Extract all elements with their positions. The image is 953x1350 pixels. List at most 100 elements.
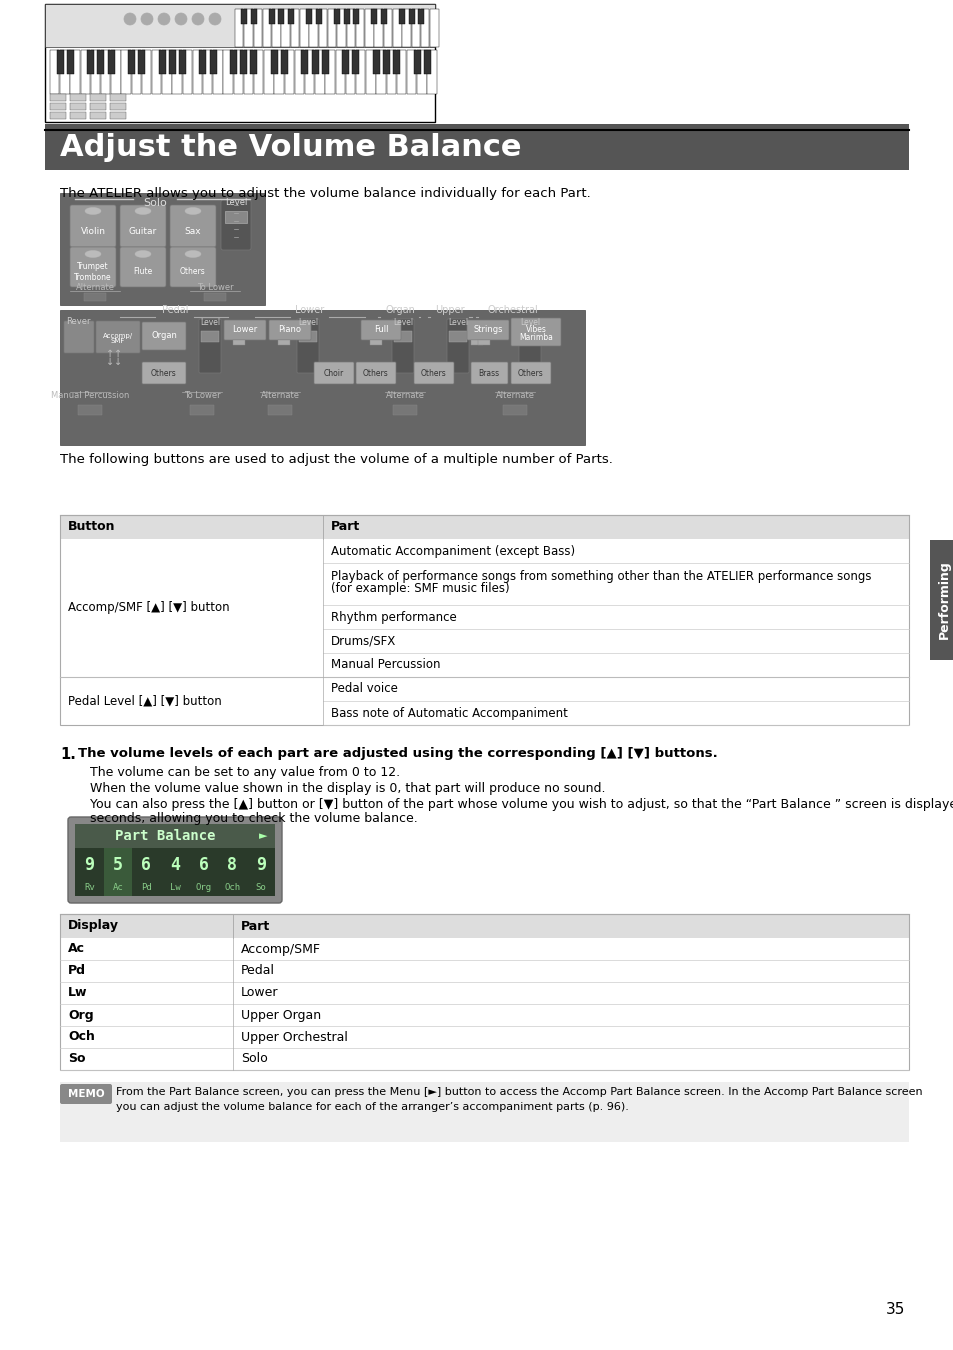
Bar <box>50 95 66 101</box>
Bar <box>929 540 953 660</box>
Bar <box>416 50 426 94</box>
FancyBboxPatch shape <box>199 319 221 373</box>
Bar <box>346 9 355 47</box>
Bar <box>284 50 294 94</box>
Bar <box>60 1026 908 1048</box>
Bar <box>60 960 908 981</box>
Text: seconds, allowing you to check the volume balance.: seconds, allowing you to check the volum… <box>90 811 417 825</box>
Bar <box>412 9 419 47</box>
Bar <box>45 124 908 170</box>
Bar <box>334 9 340 24</box>
Text: Vibes: Vibes <box>525 324 546 333</box>
Text: Level: Level <box>225 198 247 207</box>
Bar <box>60 605 908 629</box>
Bar <box>70 112 86 119</box>
Text: Accomp/SMF: Accomp/SMF <box>241 942 320 956</box>
Bar <box>60 193 265 305</box>
Bar <box>423 50 431 74</box>
Bar <box>430 9 438 47</box>
Text: Alternate: Alternate <box>495 392 534 400</box>
Bar <box>366 50 375 94</box>
Text: Upper Orchestral: Upper Orchestral <box>241 1030 348 1044</box>
Text: Pedal: Pedal <box>162 305 188 315</box>
Bar <box>402 9 411 47</box>
Text: Display: Display <box>68 919 119 933</box>
Text: Guitar: Guitar <box>129 227 157 235</box>
Bar <box>60 914 908 1071</box>
Bar <box>281 9 290 47</box>
Text: Level: Level <box>393 319 413 327</box>
Bar <box>162 50 172 94</box>
Bar <box>300 9 308 47</box>
Text: Alternate: Alternate <box>385 392 424 400</box>
Text: (for example: SMF music files): (for example: SMF music files) <box>331 582 509 595</box>
Bar <box>210 50 216 74</box>
Ellipse shape <box>185 251 201 258</box>
Bar <box>393 50 400 74</box>
Bar <box>45 4 435 121</box>
Bar <box>407 50 416 94</box>
Text: 4: 4 <box>170 856 180 873</box>
Bar <box>321 50 329 74</box>
Bar <box>128 50 135 74</box>
Bar <box>233 340 245 346</box>
Bar <box>60 514 908 539</box>
Text: Strings: Strings <box>473 325 502 335</box>
FancyBboxPatch shape <box>355 362 395 383</box>
Bar <box>325 50 335 94</box>
Ellipse shape <box>85 251 101 258</box>
Bar <box>383 9 392 47</box>
Bar <box>45 4 435 47</box>
Bar <box>414 50 420 74</box>
Circle shape <box>209 14 221 26</box>
Bar <box>420 9 429 47</box>
Text: Part: Part <box>331 521 360 533</box>
Text: Alternate: Alternate <box>260 392 299 400</box>
Bar <box>60 981 908 1004</box>
Bar <box>376 50 386 94</box>
Bar <box>408 9 415 24</box>
Text: Choir: Choir <box>323 369 344 378</box>
Bar <box>251 9 256 24</box>
Bar <box>318 9 327 47</box>
Text: Bass note of Automatic Accompaniment: Bass note of Automatic Accompaniment <box>331 706 567 720</box>
Bar <box>345 50 355 94</box>
Bar <box>244 9 253 47</box>
Bar <box>67 50 73 74</box>
Text: So: So <box>68 1053 86 1065</box>
Ellipse shape <box>185 208 201 215</box>
Text: Piano: Piano <box>278 325 301 335</box>
Bar <box>241 9 247 24</box>
Bar <box>56 50 64 74</box>
Bar <box>60 914 908 938</box>
FancyBboxPatch shape <box>170 205 215 247</box>
Bar <box>393 9 401 47</box>
Bar <box>190 405 213 414</box>
Text: Level: Level <box>519 319 539 327</box>
Bar <box>288 9 294 24</box>
Bar <box>204 293 226 301</box>
Bar <box>182 50 192 94</box>
Bar <box>201 331 219 342</box>
Text: Alternate: Alternate <box>75 284 114 292</box>
Text: Org: Org <box>68 1008 93 1022</box>
Text: Organ: Organ <box>151 332 176 340</box>
Circle shape <box>124 14 136 26</box>
Text: Part Balance: Part Balance <box>114 829 215 842</box>
Text: Och: Och <box>224 883 240 892</box>
Ellipse shape <box>135 251 151 258</box>
Bar <box>70 95 86 101</box>
Bar <box>380 9 386 24</box>
Bar <box>386 50 395 94</box>
Text: Accomp/: Accomp/ <box>103 333 132 339</box>
Text: Part: Part <box>241 919 270 933</box>
Text: Level: Level <box>297 319 317 327</box>
Bar <box>305 50 314 94</box>
Bar <box>449 331 467 342</box>
Bar <box>50 103 66 109</box>
Bar <box>179 50 186 74</box>
Bar <box>88 50 94 74</box>
Bar <box>396 50 406 94</box>
Bar <box>371 9 377 24</box>
Bar <box>234 9 243 47</box>
